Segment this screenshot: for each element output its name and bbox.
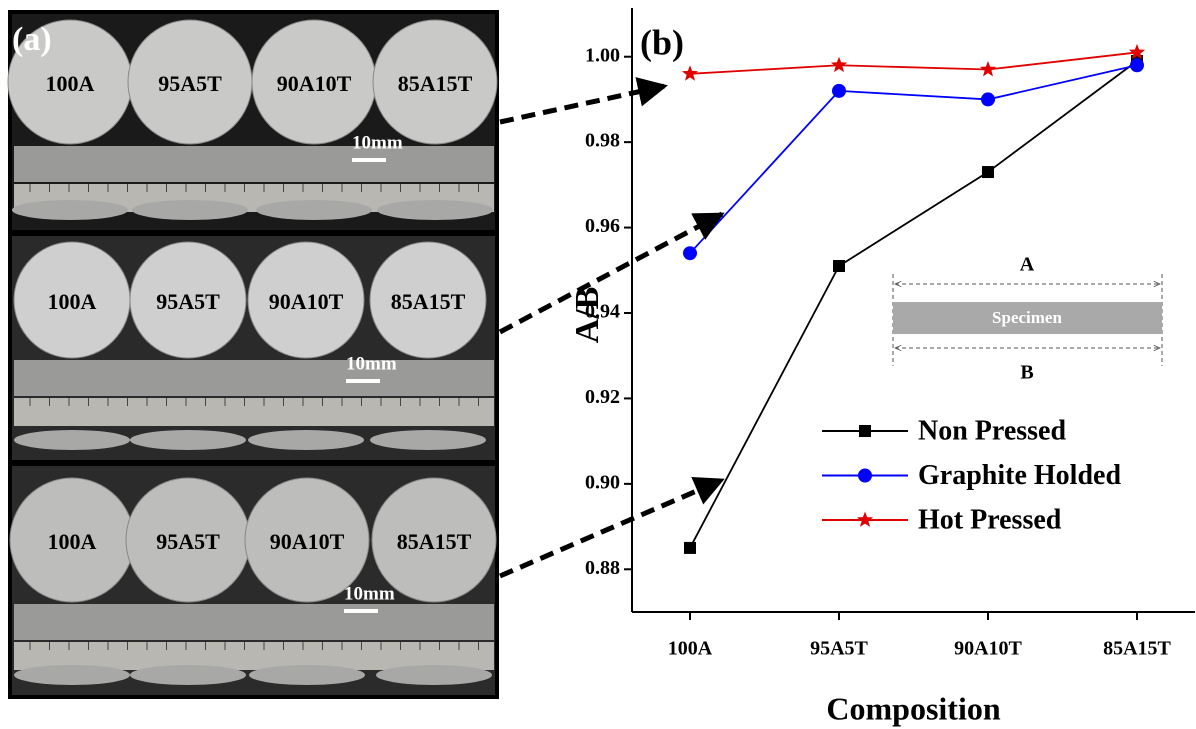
marker <box>1130 58 1144 72</box>
scale-bar <box>352 158 386 162</box>
ruler <box>14 604 494 640</box>
specimen-edge <box>130 665 246 685</box>
y-tick-label: 0.90 <box>585 471 620 493</box>
specimen-edge <box>377 200 493 220</box>
x-tick-label: 100A <box>668 638 713 660</box>
specimen-edge <box>256 200 372 220</box>
specimen-edge <box>14 665 130 685</box>
sample-label: 90A10T <box>270 529 345 554</box>
specimen-edge <box>248 430 364 450</box>
marker <box>859 425 871 437</box>
sample-label: 85A15T <box>397 529 472 554</box>
panel-label: (a) <box>12 21 52 58</box>
marker <box>857 512 873 527</box>
x-tick-label: 85A15T <box>1103 638 1171 660</box>
legend-label: Non Pressed <box>918 415 1066 446</box>
panel-label: (b) <box>640 22 684 62</box>
marker <box>683 246 697 260</box>
specimen-edge <box>370 430 486 450</box>
inset-label: B <box>1020 362 1033 384</box>
ruler <box>14 360 494 396</box>
ruler <box>14 146 494 182</box>
figure: 100A 95A5T 90A10T 85A15T 10mm 100A 95A5T 90A10T… <box>0 0 1196 729</box>
x-tick-label: 95A5T <box>810 638 868 660</box>
sample-label: 95A5T <box>156 529 220 554</box>
scale-bar <box>344 609 378 613</box>
specimen-edge <box>249 665 365 685</box>
sample-label: 90A10T <box>269 289 344 314</box>
specimen-edge <box>14 430 130 450</box>
legend-label: Graphite Holded <box>918 460 1121 491</box>
marker <box>682 65 698 80</box>
y-axis-title: A/B <box>569 287 606 344</box>
scale-bar <box>346 379 380 383</box>
x-axis-title: Composition <box>826 690 1000 726</box>
marker <box>981 92 995 106</box>
marker <box>982 166 994 178</box>
marker <box>831 57 847 72</box>
sample-label: 100A <box>46 71 95 96</box>
inset-label: Specimen <box>992 308 1062 327</box>
y-tick-label: 0.96 <box>585 215 620 237</box>
sample-label: 95A5T <box>158 71 222 96</box>
marker <box>833 260 845 272</box>
specimen-edge <box>376 665 492 685</box>
connector-arrows <box>500 86 722 576</box>
y-tick-label: 0.98 <box>585 130 620 152</box>
marker <box>684 542 696 554</box>
series-line <box>690 52 1137 73</box>
sample-label: 85A15T <box>391 289 466 314</box>
sample-label: 85A15T <box>398 71 473 96</box>
y-tick-label: 1.00 <box>585 44 620 66</box>
photo-panel: 100A 95A5T 90A10T 85A15T 10mm 100A 95A5T 90A10T… <box>8 12 497 697</box>
marker <box>832 84 846 98</box>
specimen-edge <box>130 430 246 450</box>
specimen-edge <box>12 200 128 220</box>
scale-label: 10mm <box>346 353 397 374</box>
y-tick-label: 0.88 <box>585 557 620 579</box>
legend-label: Hot Pressed <box>918 504 1062 535</box>
sample-label: 90A10T <box>277 71 352 96</box>
marker <box>858 469 872 483</box>
inset-label: A <box>1020 254 1035 276</box>
arrow <box>500 86 665 122</box>
specimen-edge <box>132 200 248 220</box>
y-tick-label: 0.92 <box>585 386 620 408</box>
sample-label: 100A <box>48 289 97 314</box>
series-line <box>690 65 1137 253</box>
ruler-edge <box>14 398 494 426</box>
scale-label: 10mm <box>352 132 403 153</box>
x-tick-label: 90A10T <box>954 638 1022 660</box>
sample-label: 100A <box>48 529 97 554</box>
sample-label: 95A5T <box>156 289 220 314</box>
marker <box>980 61 996 76</box>
scale-label: 10mm <box>344 583 395 604</box>
